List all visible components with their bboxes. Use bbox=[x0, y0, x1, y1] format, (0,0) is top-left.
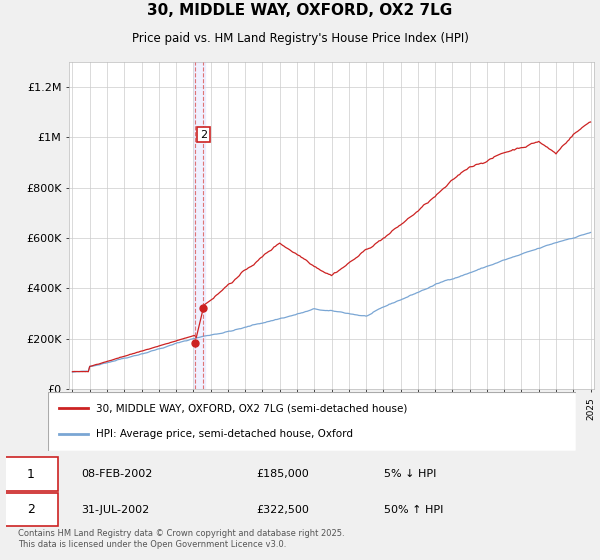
Bar bbox=[194, 62, 205, 389]
Text: Contains HM Land Registry data © Crown copyright and database right 2025.
This d: Contains HM Land Registry data © Crown c… bbox=[18, 529, 344, 549]
Text: Price paid vs. HM Land Registry's House Price Index (HPI): Price paid vs. HM Land Registry's House … bbox=[131, 32, 469, 45]
Text: £185,000: £185,000 bbox=[256, 469, 309, 479]
Text: 2: 2 bbox=[27, 503, 35, 516]
Text: 2: 2 bbox=[200, 130, 207, 139]
FancyBboxPatch shape bbox=[3, 458, 58, 491]
Text: 30, MIDDLE WAY, OXFORD, OX2 7LG: 30, MIDDLE WAY, OXFORD, OX2 7LG bbox=[148, 3, 452, 18]
Text: HPI: Average price, semi-detached house, Oxford: HPI: Average price, semi-detached house,… bbox=[95, 430, 353, 440]
Text: 08-FEB-2002: 08-FEB-2002 bbox=[82, 469, 153, 479]
Text: 5% ↓ HPI: 5% ↓ HPI bbox=[385, 469, 437, 479]
FancyBboxPatch shape bbox=[3, 493, 58, 526]
Text: 50% ↑ HPI: 50% ↑ HPI bbox=[385, 505, 443, 515]
Text: 1: 1 bbox=[27, 468, 35, 480]
Text: 31-JUL-2002: 31-JUL-2002 bbox=[82, 505, 150, 515]
Text: £322,500: £322,500 bbox=[256, 505, 309, 515]
FancyBboxPatch shape bbox=[48, 392, 576, 451]
Text: 30, MIDDLE WAY, OXFORD, OX2 7LG (semi-detached house): 30, MIDDLE WAY, OXFORD, OX2 7LG (semi-de… bbox=[95, 403, 407, 413]
